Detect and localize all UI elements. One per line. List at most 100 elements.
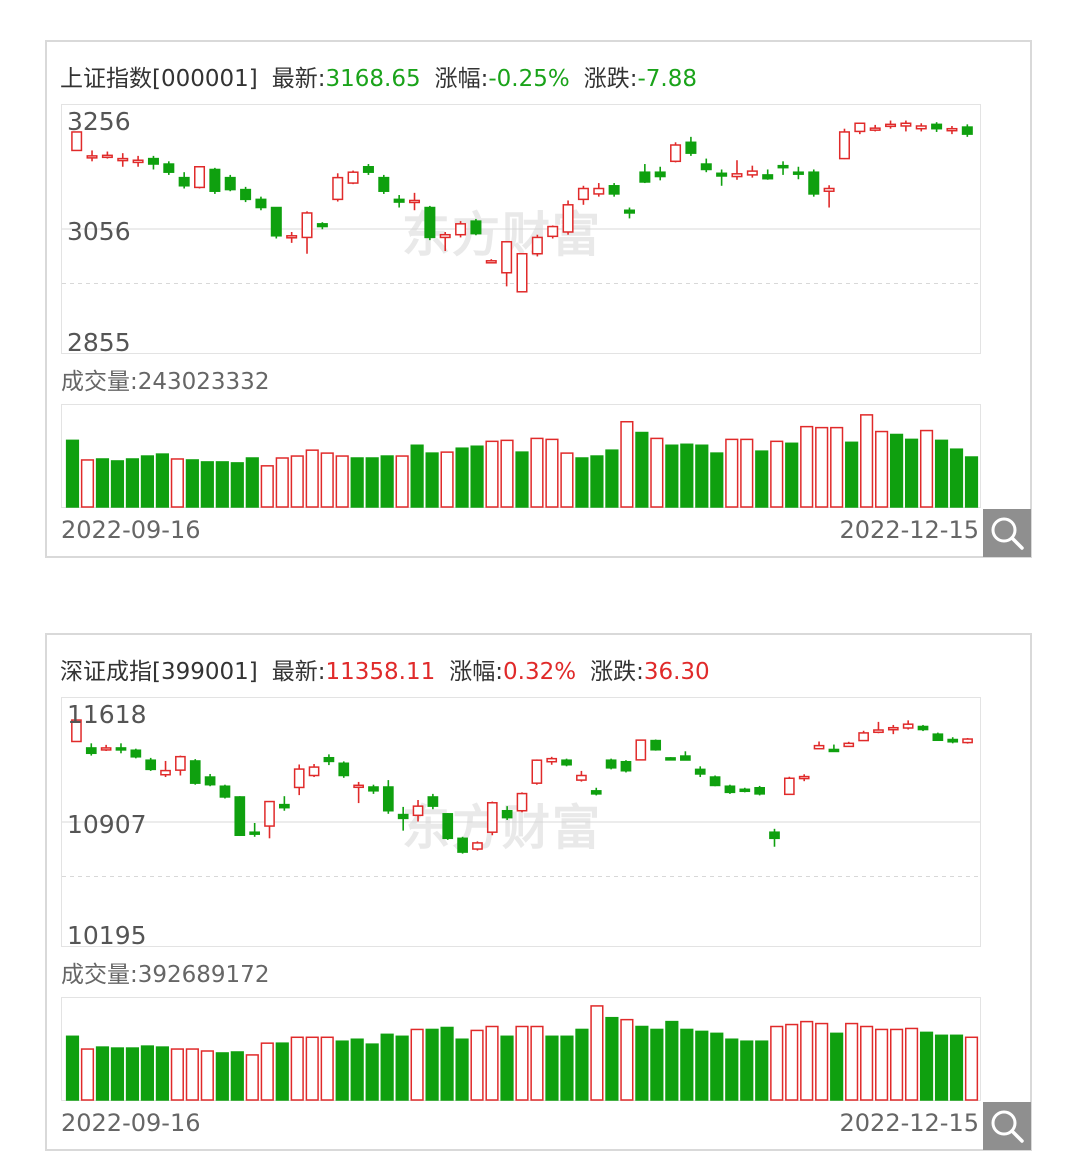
volume-bar — [485, 1025, 499, 1101]
volume-bar — [305, 449, 319, 508]
candle-body — [917, 725, 929, 731]
volume-bar — [710, 1032, 724, 1101]
volume-bar — [919, 1031, 934, 1101]
candle-body — [86, 155, 98, 159]
y-max-label: 11618 — [67, 700, 147, 729]
volume-bar — [949, 1034, 964, 1101]
date-end: 2022-12-15 — [839, 516, 979, 544]
candle-body — [353, 784, 364, 789]
volume-bar — [275, 457, 289, 508]
volume-bar — [395, 1035, 409, 1101]
change-value: 36.30 — [643, 659, 710, 685]
candle-body — [301, 212, 313, 239]
candle-body — [85, 747, 97, 755]
volume-bar — [605, 449, 619, 508]
candle-body — [194, 166, 206, 189]
candle-body — [547, 225, 559, 238]
index-name: 深证成指[399001] — [60, 659, 258, 685]
candle-body — [694, 768, 706, 775]
candle-body — [100, 747, 112, 751]
candle-body — [501, 809, 513, 819]
candle-body — [650, 739, 662, 751]
candle-body — [623, 209, 636, 214]
volume-bar — [904, 1027, 919, 1101]
candle-body — [838, 131, 850, 160]
volume-bar — [410, 1028, 424, 1101]
candle-body — [754, 787, 765, 795]
search-button[interactable] — [983, 509, 1031, 557]
volume-bar — [440, 1026, 454, 1101]
volume-bar — [889, 1028, 904, 1101]
candle-body — [316, 223, 328, 228]
candle-body — [286, 235, 298, 239]
volume-bar — [620, 420, 634, 508]
candle-body — [887, 726, 899, 731]
volume-bar — [200, 1050, 214, 1101]
volume-bar — [934, 1034, 949, 1101]
candle-body — [777, 164, 789, 169]
volume-bar — [889, 433, 904, 508]
candle-body — [546, 757, 558, 763]
candle-body — [869, 127, 881, 131]
volume-bar — [575, 1028, 589, 1101]
volume-bar — [80, 459, 95, 508]
volume-bar — [635, 431, 649, 508]
candle-body — [439, 233, 451, 239]
volume-bar — [365, 457, 379, 508]
candle-body — [234, 796, 246, 837]
volume-bar — [110, 1047, 125, 1101]
panel-header: 深证成指[399001] 最新:11358.11 涨幅:0.32% 涨跌:36.30 — [60, 652, 710, 686]
volume-bar — [110, 460, 125, 508]
candle-body — [175, 755, 186, 771]
volume-bar — [185, 1048, 199, 1101]
volume-bar — [335, 1040, 349, 1101]
candle-body — [189, 760, 201, 784]
volume-bar — [80, 1048, 95, 1101]
candle-body — [769, 831, 780, 840]
candle-body — [843, 742, 855, 748]
volume-chart[interactable] — [61, 997, 981, 1101]
candle-body — [516, 792, 528, 812]
candle-body — [255, 198, 267, 209]
candle-body — [397, 813, 409, 820]
volume-bar — [650, 437, 664, 508]
candle-body — [731, 173, 743, 178]
volume-bar — [800, 425, 814, 508]
volume-bar — [560, 1035, 574, 1101]
volume-bar — [65, 1035, 80, 1101]
candle-body — [680, 755, 691, 761]
candle-body — [249, 831, 261, 835]
candle-body — [204, 776, 216, 786]
volume-bar — [725, 1038, 739, 1101]
volume-bar — [365, 1043, 379, 1101]
volume-bar — [964, 456, 979, 508]
candle-body — [424, 206, 436, 239]
search-button[interactable] — [983, 1102, 1031, 1150]
candle-body — [635, 739, 647, 761]
candle-body — [639, 171, 651, 183]
volume-bar — [515, 1025, 529, 1101]
volume-bar — [95, 1046, 110, 1101]
candle-body — [442, 813, 454, 840]
volume-bar — [395, 455, 409, 508]
candlestick-chart[interactable]: 东方财富 3256 3056 2855 — [61, 104, 981, 355]
volume-bar — [320, 1036, 334, 1101]
candle-body — [531, 236, 543, 255]
candle-body — [946, 127, 958, 132]
candlestick-svg — [62, 120, 980, 293]
candle-body — [427, 796, 439, 807]
candle-body — [270, 206, 282, 237]
volume-bar — [755, 1040, 769, 1101]
candle-body — [368, 786, 379, 792]
candle-body — [577, 187, 589, 201]
candle-body — [798, 775, 810, 780]
volume-bar — [904, 438, 919, 508]
candlestick-svg — [62, 719, 980, 877]
candlestick-chart[interactable]: 东方财富 11618 10907 10195 — [61, 697, 981, 948]
candle-body — [378, 176, 390, 192]
candle-body — [947, 738, 959, 743]
candle-body — [160, 769, 171, 776]
magnifier-icon — [991, 517, 1024, 550]
candle-body — [620, 760, 632, 772]
volume-chart[interactable] — [61, 404, 981, 508]
